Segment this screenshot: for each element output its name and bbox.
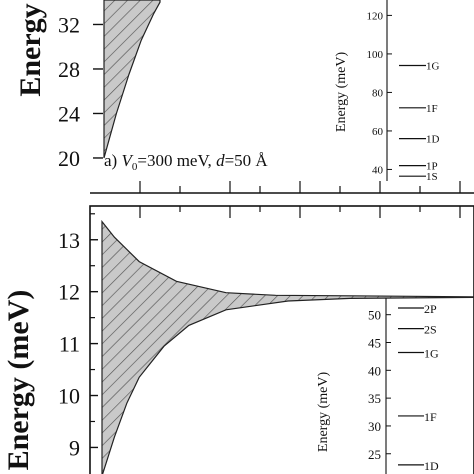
panel-a-x-ticks: [139, 181, 461, 193]
panel-b-y-axis: 9 10 11 12 13: [58, 213, 98, 460]
panel-a-inset-y-tick-label: 40: [372, 164, 384, 176]
panel-b-inset-y-axis-label: Energy (meV): [316, 372, 331, 453]
panel-b-inset-level-label: 1F: [424, 410, 437, 424]
panel-b-x-ticks: [139, 206, 461, 218]
panel-b-inset-level-label: 2S: [424, 323, 437, 337]
panel-a-y-tick-label: 24: [58, 101, 80, 126]
panel-b-inset-level-label: 2P: [424, 302, 437, 316]
panel-b: 9 10 11 12 13 Energy (meV) Energy (meV) 25 30…: [2, 205, 474, 474]
panel-b-inset: Energy (meV) 25 30 35 40 45 50 2P 2S 1G 1F 1D: [316, 298, 439, 474]
panel-b-inset-level-label: 1G: [424, 347, 439, 361]
panel-a-inset-y-tick-label: 100: [367, 49, 384, 61]
panel-a-y-axis: 20 24 28 32: [58, 12, 103, 171]
panel-a-band-area: [103, 0, 161, 159]
panel-b-y-axis-label: Energy (meV): [2, 290, 35, 471]
panel-b-band-area: [101, 219, 474, 474]
panel-b-y-tick-label: 13: [58, 228, 80, 253]
panel-a: 20 24 28 32 Energy a) V0=300 meV, d=50 Å En…: [14, 0, 474, 194]
panel-b-inset-y-tick-label: 50: [368, 308, 381, 323]
panel-b-y-tick-label: 10: [58, 384, 80, 409]
panel-a-y-tick-label: 32: [58, 12, 80, 37]
panel-b-inset-y-tick-label: 30: [368, 419, 381, 434]
panel-b-inset-y-tick-label: 40: [368, 363, 381, 378]
panel-b-inset-level-label: 1D: [424, 459, 439, 473]
panel-b-y-tick-label: 9: [69, 435, 80, 460]
panel-a-inset-level-label: 1G: [426, 60, 440, 72]
panel-b-y-tick-label: 11: [59, 332, 80, 357]
panel-a-inset-level-label: 1F: [426, 103, 438, 115]
panel-a-inset-y-tick-label: 80: [372, 87, 384, 99]
panel-a-y-axis-label: Energy: [14, 3, 47, 96]
panel-a-y-tick-label: 20: [58, 146, 80, 171]
panel-a-inset-y-tick-label: 120: [367, 10, 384, 22]
panel-a-inset-level-label: 1D: [426, 134, 440, 146]
panel-a-y-tick-label: 28: [58, 57, 80, 82]
panel-a-parameters-label: a) V0=300 meV, d=50 Å: [104, 151, 268, 173]
panel-a-inset-y-tick-label: 60: [372, 126, 384, 138]
panel-a-inset-level-label: 1P: [426, 161, 438, 173]
panel-b-frame: [89, 205, 474, 474]
panel-a-inset-y-axis-label: Energy (meV): [334, 52, 349, 133]
panel-b-inset-y-tick-label: 45: [368, 336, 381, 351]
panel-b-inset-y-tick-label: 25: [368, 447, 381, 462]
panel-b-y-tick-label: 12: [58, 280, 80, 305]
panel-a-inset-level-label: 1S: [426, 171, 438, 183]
panel-b-inset-y-tick-label: 35: [368, 391, 381, 406]
